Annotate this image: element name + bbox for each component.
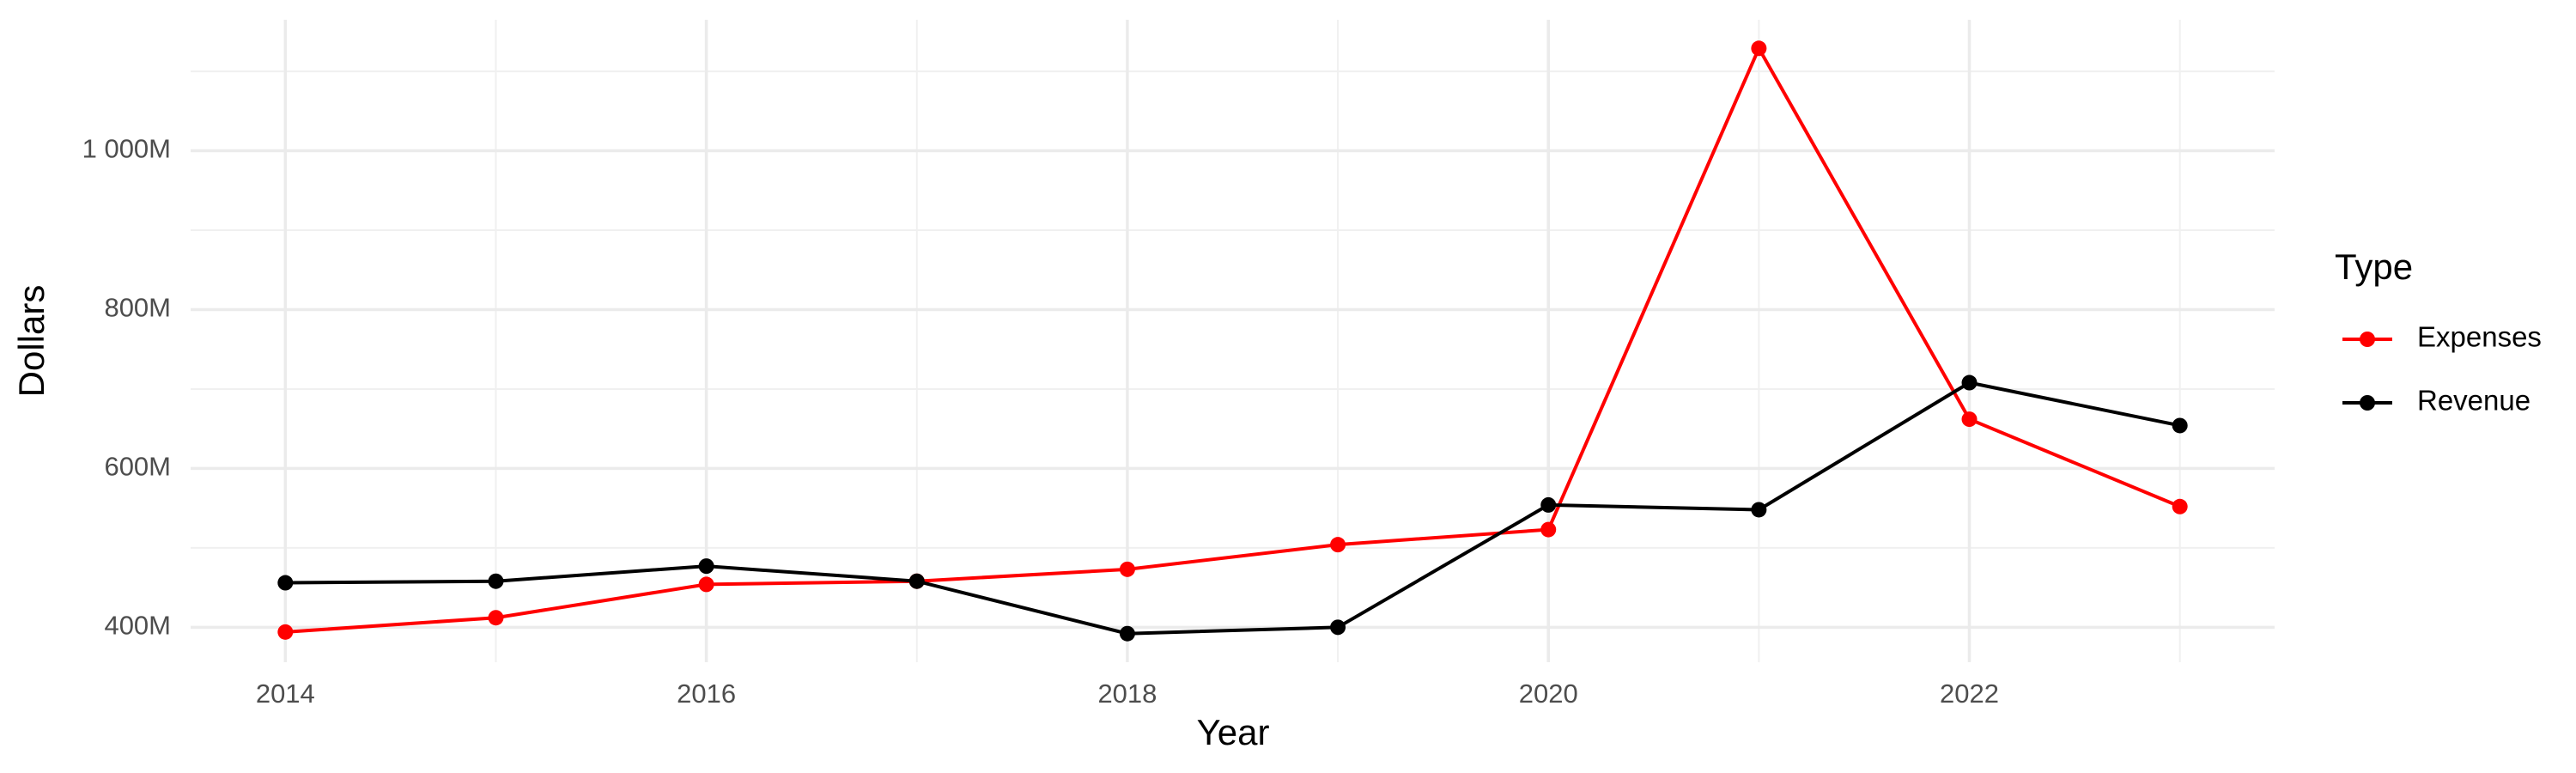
data-point — [1330, 619, 1346, 636]
data-point — [698, 576, 714, 593]
data-point — [1119, 625, 1135, 642]
legend-title: Type — [2335, 247, 2413, 287]
data-point — [1540, 521, 1557, 538]
x-tick-label: 2016 — [677, 679, 736, 709]
legend-label: Revenue — [2417, 385, 2530, 417]
y-tick-label: 800M — [104, 293, 171, 323]
data-point — [908, 573, 925, 589]
legend-label: Expenses — [2417, 321, 2542, 353]
data-point — [1119, 561, 1135, 577]
data-point — [2172, 498, 2188, 514]
y-tick-label: 600M — [104, 452, 171, 482]
x-axis-title: Year — [1197, 712, 1270, 752]
data-point — [1961, 411, 1978, 428]
data-point — [1540, 496, 1557, 513]
x-tick-label: 2020 — [1519, 679, 1578, 709]
y-tick-label: 400M — [104, 611, 171, 641]
data-point — [1961, 374, 1978, 391]
series-line — [285, 44, 2181, 634]
data-point — [488, 610, 504, 626]
x-tick-label: 2018 — [1097, 679, 1157, 709]
data-point — [1751, 40, 1767, 57]
data-point — [1751, 502, 1767, 518]
data-point — [277, 624, 294, 640]
y-tick-label: 1 000M — [82, 134, 171, 164]
x-tick-label: 2014 — [256, 679, 315, 709]
y-axis-title: Dollars — [11, 285, 52, 398]
data-point — [488, 573, 504, 589]
series-line — [285, 380, 2181, 636]
data-point — [277, 575, 294, 591]
data-point — [698, 558, 714, 575]
data-point — [1330, 537, 1346, 553]
x-tick-label: 2022 — [1940, 679, 1999, 709]
data-point — [2172, 417, 2188, 434]
legend-marker — [2360, 395, 2375, 411]
legend-marker — [2360, 332, 2375, 347]
